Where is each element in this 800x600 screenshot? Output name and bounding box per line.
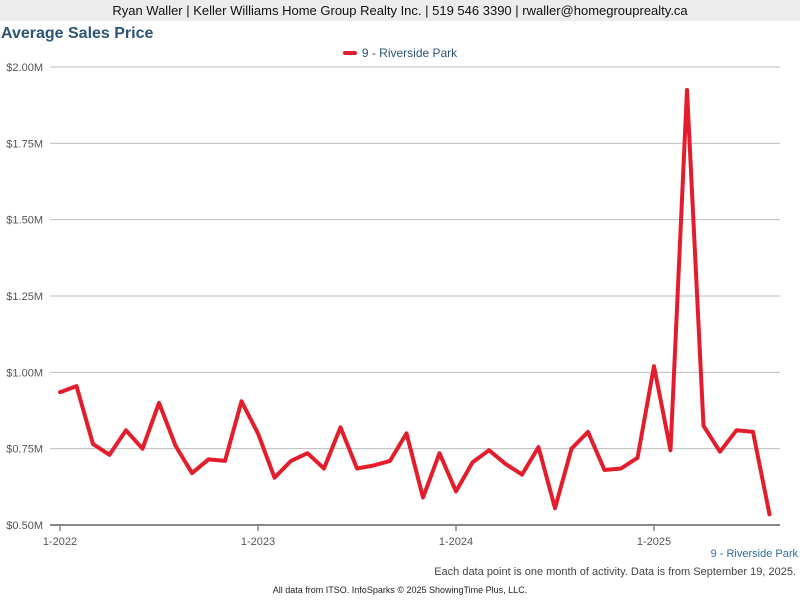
chart-title: Average Sales Price (1, 25, 154, 42)
series-label: 9 - Riverside Park (710, 548, 798, 560)
y-tick-label: $2.00M (6, 62, 43, 74)
legend[interactable]: 9 - Riverside Park (0, 45, 800, 61)
legend-label: 9 - Riverside Park (361, 46, 458, 60)
legend-swatch (342, 50, 357, 55)
y-tick-label: $1.25M (6, 291, 43, 303)
x-tick-label: 1-2024 (439, 536, 473, 548)
y-tick-label: $1.75M (6, 138, 43, 150)
x-tick-label: 1-2022 (43, 536, 77, 548)
x-tick-label: 1-2025 (637, 536, 671, 548)
x-tick-label: 1-2023 (241, 536, 275, 548)
y-tick-label: $0.75M (6, 444, 43, 456)
source-credit: All data from ITSO. InfoSparks © 2025 Sh… (272, 585, 528, 595)
contact-header: Ryan Waller | Keller Williams Home Group… (0, 0, 800, 21)
data-note: Each data point is one month of activity… (434, 566, 796, 578)
y-tick-label: $0.50M (6, 520, 43, 532)
series-line (58, 87, 772, 517)
y-tick-label: $1.50M (6, 215, 43, 227)
y-tick-label: $1.00M (6, 367, 43, 379)
